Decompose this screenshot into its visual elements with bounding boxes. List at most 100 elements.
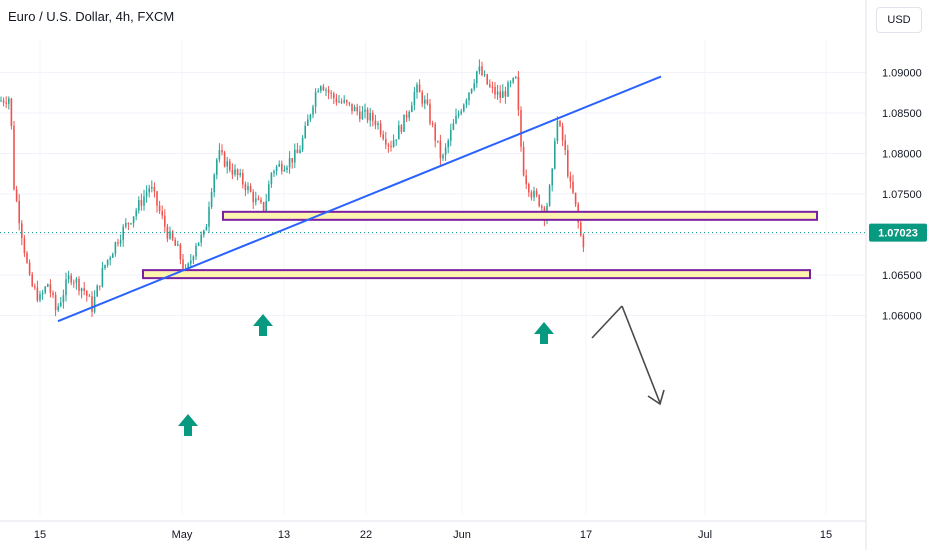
arrowhead-icon [647, 389, 665, 406]
candle-body [418, 84, 421, 93]
candle-body [559, 120, 561, 126]
candle-body [153, 187, 156, 192]
candle-body [151, 187, 153, 189]
time-axis: 15 May 13 22 Jun 17 Jul 15 [34, 529, 832, 541]
candle-body [106, 259, 109, 265]
candle-body [208, 206, 210, 227]
candle-body [179, 244, 182, 260]
candle-body [366, 109, 369, 121]
candle-body [424, 99, 426, 104]
candle-body [247, 185, 249, 191]
candle-body [551, 168, 553, 186]
candle-body [216, 159, 218, 175]
candle-body [109, 257, 111, 260]
candle-body [210, 192, 213, 207]
grid-lines [0, 40, 866, 515]
currency-selector[interactable]: USD [876, 7, 922, 33]
candle-body [327, 89, 330, 93]
candle-body [28, 262, 31, 275]
candle-body [533, 190, 535, 198]
candle-body [403, 114, 405, 132]
candle-body [8, 98, 10, 104]
candle-body [353, 106, 356, 112]
candle-body [359, 111, 361, 120]
candle-body [291, 158, 293, 163]
candle-body [262, 202, 265, 214]
candle-body [122, 226, 124, 240]
up-arrow-icon [534, 322, 554, 344]
candle-body [561, 125, 564, 141]
candle-body [23, 238, 26, 254]
candle-body [197, 242, 200, 246]
candle-body [158, 205, 161, 212]
candle-body [96, 285, 98, 297]
candle-body [67, 275, 70, 280]
candle-body [294, 149, 296, 163]
candle-body [54, 294, 57, 311]
price-tick-label: 1.07500 [882, 189, 922, 201]
candle-body [442, 154, 444, 159]
candle-body [99, 285, 101, 287]
candle-body [499, 91, 501, 98]
up-arrow-icon [253, 314, 273, 336]
candle-body [70, 275, 72, 283]
candle-body [504, 91, 507, 97]
candle-body [270, 173, 273, 185]
candle-body [343, 100, 345, 103]
candle-body [408, 111, 410, 118]
candle-body [582, 235, 585, 248]
candle-body [507, 82, 509, 97]
candle-body [556, 120, 559, 141]
candle-body [346, 100, 348, 103]
candle-body [236, 169, 239, 176]
candle-body [169, 231, 171, 239]
candle-body [502, 91, 504, 98]
candle-body [395, 139, 397, 141]
candle-body [268, 184, 270, 202]
candle-body [509, 82, 512, 84]
candle-body [320, 86, 322, 91]
candle-body [221, 150, 223, 153]
candle-body [41, 292, 44, 295]
candle-body [140, 200, 143, 206]
candle-body [356, 106, 358, 112]
candle-body [18, 200, 20, 224]
candle-body [314, 92, 317, 107]
candle-body [93, 296, 96, 312]
candle-body [429, 103, 431, 124]
price-tick-label: 1.08000 [882, 149, 922, 161]
candle-body [574, 192, 577, 205]
candle-body [226, 161, 228, 167]
last-price-tag: 1.07023 [869, 223, 927, 242]
candle-body [491, 86, 494, 88]
candle-body [369, 112, 371, 121]
candle-body [439, 140, 442, 159]
projection-arrows [591, 305, 665, 406]
candle-body [554, 140, 556, 169]
candle-body [283, 169, 286, 172]
candle-body [257, 198, 260, 200]
candle-body [80, 288, 83, 292]
candle-body [143, 196, 145, 206]
candle-body [15, 189, 18, 201]
candle-body [535, 190, 538, 196]
candle-body [525, 175, 527, 185]
candle-body [177, 244, 179, 246]
price-tick-label: 1.06000 [882, 311, 922, 323]
candle-body [447, 140, 449, 148]
trendline[interactable] [57, 75, 662, 323]
candle-body [190, 260, 192, 264]
candle-body [5, 102, 7, 104]
candle-body [205, 226, 208, 231]
candle-body [483, 74, 486, 76]
time-tick-label: Jun [453, 529, 471, 541]
candle-body [88, 295, 91, 297]
candle-body [127, 222, 130, 224]
candle-body [114, 242, 117, 254]
candle-body [252, 191, 254, 203]
candle-body [463, 104, 465, 112]
candle-body [455, 115, 457, 124]
time-tick-label: 17 [580, 529, 592, 541]
